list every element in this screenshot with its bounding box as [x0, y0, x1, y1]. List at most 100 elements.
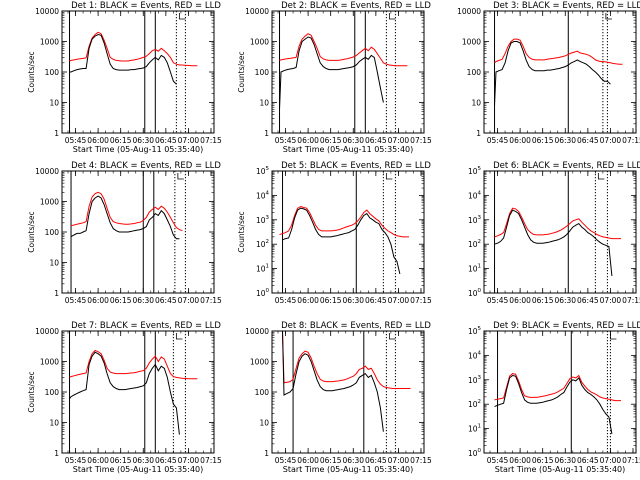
- series-events: [69, 351, 180, 435]
- y-tick-label: 103: [256, 215, 270, 225]
- y-tick-label: 103: [468, 375, 482, 385]
- y-tick-label: 1000: [40, 198, 59, 207]
- y-tick-label: 10: [259, 99, 269, 108]
- x-tick-label: 06:45: [155, 456, 177, 465]
- x-tick-label: 06:00: [87, 296, 109, 305]
- x-tick-label: 07:15: [622, 296, 640, 305]
- y-tick-label: 102: [468, 239, 481, 249]
- x-tick-label: 05:45: [487, 296, 509, 305]
- series-lld: [282, 331, 411, 389]
- interval-marker: [175, 333, 183, 340]
- plot-frame: [271, 330, 425, 454]
- panel-title: Det 7: BLACK = Events, RED = LLD: [71, 321, 221, 331]
- y-tick-label: 10000: [35, 7, 59, 16]
- panel-det-2: Det 2: BLACK = Events, RED = LLD 1 10 100 10…: [237, 1, 432, 154]
- y-tick-label: 104: [256, 190, 270, 200]
- x-tick-label: 06:45: [365, 296, 387, 305]
- interval-marker: [385, 173, 393, 180]
- x-tick-label: 06:15: [532, 456, 554, 465]
- interval-marker: [178, 13, 186, 20]
- x-axis-label: Start Time (05-Aug-11 05:35:40): [283, 465, 414, 474]
- series-events: [494, 374, 613, 435]
- series-events: [282, 207, 401, 275]
- plot-frame: [61, 170, 215, 294]
- y-tick-label: 101: [468, 424, 481, 434]
- y-tick-label: 1000: [462, 38, 481, 47]
- y-tick-label: 104: [468, 350, 482, 360]
- x-tick-label: 06:45: [577, 136, 599, 145]
- interval-marker: [388, 13, 396, 20]
- x-tick-label: 06:30: [554, 136, 576, 145]
- y-tick-label: 101: [468, 264, 481, 274]
- x-tick-label: 06:00: [297, 456, 319, 465]
- series-lld: [69, 31, 198, 67]
- y-tick-label: 105: [468, 326, 482, 336]
- panel-title: Det 1: BLACK = Events, RED = LLD: [71, 1, 221, 11]
- x-tick-label: 05:45: [487, 136, 509, 145]
- x-tick-label: 07:00: [388, 456, 410, 465]
- y-tick-label: 1: [54, 129, 59, 138]
- y-tick-label: 1: [264, 449, 269, 458]
- series-events: [70, 195, 180, 240]
- x-tick-label: 07:15: [200, 456, 222, 465]
- y-axis-label: Counts/sec: [27, 371, 36, 412]
- x-tick-label: 06:15: [532, 296, 554, 305]
- panel-title: Det 6: BLACK = Events, RED = LLD: [493, 161, 640, 171]
- x-tick-label: 06:00: [509, 136, 531, 145]
- y-tick-label: 10: [49, 99, 59, 108]
- x-tick-label: 06:30: [342, 456, 364, 465]
- x-tick-label: 05:45: [487, 456, 509, 465]
- series-lld: [279, 33, 408, 67]
- x-tick-label: 06:45: [155, 296, 177, 305]
- series-events: [69, 33, 177, 85]
- series-lld: [494, 207, 621, 240]
- panel-det-6: Det 6: BLACK = Events, RED = LLD 100 101 10…: [468, 161, 640, 305]
- x-tick-label: 06:00: [509, 456, 531, 465]
- y-tick-label: 100: [255, 388, 270, 397]
- y-tick-label: 10: [49, 259, 59, 268]
- y-tick-label: 100: [467, 68, 482, 77]
- x-axis-label: Start Time (05-Aug-11 05:35:40): [73, 465, 204, 474]
- x-tick-label: 07:15: [410, 296, 432, 305]
- x-axis-label: Start Time (05-Aug-11 05:35:40): [495, 465, 626, 474]
- interval-marker: [597, 173, 605, 180]
- y-tick-label: 10000: [35, 167, 59, 176]
- interval-marker: [605, 13, 612, 20]
- y-tick-label: 1: [264, 129, 269, 138]
- panel-title: Det 2: BLACK = Events, RED = LLD: [281, 1, 431, 11]
- x-tick-label: 07:00: [178, 456, 200, 465]
- series-lld: [279, 205, 409, 238]
- y-tick-label: 1: [476, 129, 481, 138]
- x-tick-label: 06:15: [532, 136, 554, 145]
- y-tick-label: 105: [468, 166, 482, 176]
- x-tick-label: 06:15: [110, 136, 132, 145]
- y-tick-label: 1000: [250, 38, 269, 47]
- plot-frame: [483, 170, 637, 294]
- x-tick-label: 07:00: [388, 136, 410, 145]
- y-tick-label: 100: [255, 68, 270, 77]
- series-lld: [69, 349, 198, 380]
- plot-frame: [271, 170, 425, 294]
- plot-frame: [483, 330, 637, 454]
- x-tick-label: 06:15: [320, 136, 342, 145]
- y-tick-label: 10: [49, 419, 59, 428]
- y-tick-label: 10000: [35, 327, 59, 336]
- x-tick-label: 06:45: [577, 456, 599, 465]
- panel-det-5: Det 5: BLACK = Events, RED = LLD 100 101 10…: [237, 161, 432, 305]
- y-tick-label: 100: [45, 228, 60, 237]
- y-tick-label: 102: [256, 239, 269, 249]
- y-tick-label: 101: [256, 264, 269, 274]
- panel-title: Det 3: BLACK = Events, RED = LLD: [493, 1, 640, 11]
- x-tick-label: 07:00: [600, 136, 622, 145]
- x-tick-label: 07:00: [600, 456, 622, 465]
- y-tick-label: 1: [54, 289, 59, 298]
- y-tick-label: 1000: [40, 358, 59, 367]
- y-tick-label: 10000: [245, 7, 269, 16]
- x-tick-label: 06:45: [365, 456, 387, 465]
- y-tick-label: 100: [256, 288, 270, 298]
- y-tick-label: 10000: [245, 327, 269, 336]
- x-tick-label: 06:30: [554, 456, 576, 465]
- plot-frame: [61, 10, 215, 134]
- x-axis-label: Start Time (05-Aug-11 05:35:40): [283, 145, 414, 154]
- y-axis-label: Counts/sec: [237, 51, 246, 92]
